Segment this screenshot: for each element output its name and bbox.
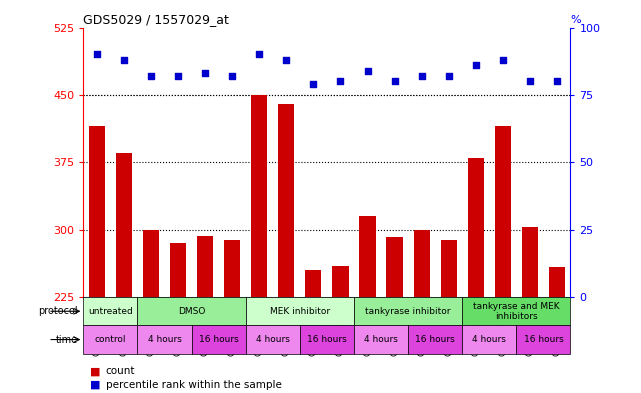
Point [200, 70, 210, 77]
Bar [305, 270, 322, 297]
Bar [408, 325, 462, 354]
Point [417, 73, 427, 79]
Point [552, 78, 562, 84]
Text: 4 hours: 4 hours [147, 335, 181, 344]
Point [227, 73, 237, 79]
Bar [88, 127, 105, 297]
Text: 16 hours: 16 hours [307, 335, 347, 344]
Bar [246, 297, 354, 325]
Text: ■: ■ [90, 380, 100, 390]
Bar [495, 127, 511, 297]
Bar [440, 241, 457, 297]
Point [362, 68, 372, 74]
Bar [387, 237, 403, 297]
Point [497, 57, 508, 63]
Point [308, 81, 319, 87]
Text: 16 hours: 16 hours [199, 335, 238, 344]
Bar [278, 104, 294, 297]
Text: ■: ■ [90, 366, 100, 376]
Bar [197, 236, 213, 297]
Bar [192, 325, 246, 354]
Text: control: control [95, 335, 126, 344]
Point [525, 78, 535, 84]
Bar [251, 95, 267, 297]
Point [470, 62, 481, 68]
Text: DMSO: DMSO [178, 307, 205, 316]
Bar [137, 297, 246, 325]
Text: untreated: untreated [88, 307, 133, 316]
Bar [170, 243, 186, 297]
Text: 4 hours: 4 hours [472, 335, 506, 344]
Point [444, 73, 454, 79]
Text: protocol: protocol [38, 306, 78, 316]
Bar [143, 230, 159, 297]
Bar [83, 325, 137, 354]
Bar [522, 227, 538, 297]
Text: %: % [570, 15, 581, 25]
Point [173, 73, 183, 79]
Bar [300, 325, 354, 354]
Text: tankyrase and MEK
inhibitors: tankyrase and MEK inhibitors [473, 301, 560, 321]
Text: percentile rank within the sample: percentile rank within the sample [106, 380, 281, 390]
Point [281, 57, 292, 63]
Text: GDS5029 / 1557029_at: GDS5029 / 1557029_at [83, 13, 229, 26]
Text: count: count [106, 366, 135, 376]
Text: 4 hours: 4 hours [256, 335, 290, 344]
Bar [549, 268, 565, 297]
Bar [137, 325, 192, 354]
Point [119, 57, 129, 63]
Point [146, 73, 156, 79]
Bar [354, 325, 408, 354]
Bar [462, 325, 517, 354]
Bar [224, 241, 240, 297]
Bar [83, 297, 137, 325]
Bar [332, 266, 349, 297]
Text: MEK inhibitor: MEK inhibitor [270, 307, 330, 316]
Bar [517, 325, 570, 354]
Text: tankyrase inhibitor: tankyrase inhibitor [365, 307, 451, 316]
Bar [468, 158, 484, 297]
Point [254, 51, 264, 58]
Point [390, 78, 400, 84]
Bar [354, 297, 462, 325]
Point [335, 78, 345, 84]
Text: 4 hours: 4 hours [364, 335, 398, 344]
Text: 16 hours: 16 hours [524, 335, 563, 344]
Bar [116, 153, 132, 297]
Bar [462, 297, 570, 325]
Bar [246, 325, 300, 354]
Bar [360, 216, 376, 297]
Bar [413, 230, 429, 297]
Text: time: time [56, 334, 78, 345]
Text: 16 hours: 16 hours [415, 335, 455, 344]
Point [92, 51, 102, 58]
